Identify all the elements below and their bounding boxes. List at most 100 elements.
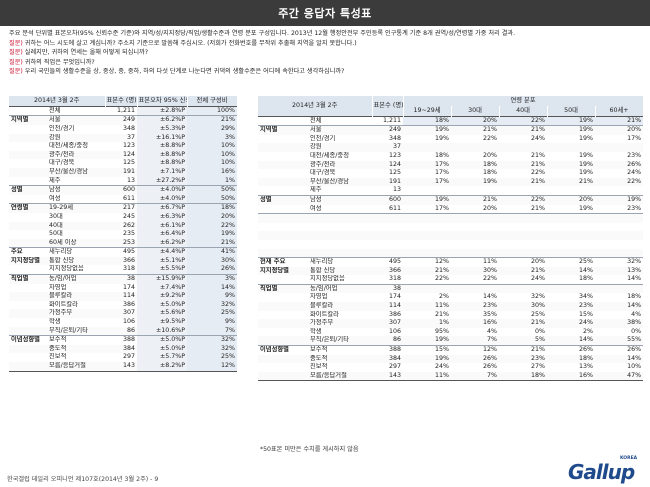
age-share-4: 25%: [547, 257, 596, 267]
category-label: [308, 240, 372, 249]
sample-size: 124: [372, 160, 404, 170]
table-row: 전체 1,211 18% 20% 22% 19% 21%: [258, 115, 644, 126]
table-row: 블루칼라 114 ±9.2%P 9%: [9, 292, 238, 301]
age-share-3: 22%: [499, 115, 548, 126]
group-label: [9, 125, 47, 134]
age-share-5: 21%: [595, 115, 644, 126]
category-label: 중도적: [47, 344, 106, 354]
sample-size: [372, 213, 404, 223]
composition-pct: 50%: [187, 194, 238, 204]
margin-of-error: ±6.3%P: [137, 212, 188, 222]
age-share-1: 19%: [403, 125, 452, 135]
table-row: [258, 213, 644, 223]
sample-size: 307: [372, 319, 404, 328]
table-row: 현재 주요 새누리당 495 12% 11% 20% 25% 32%: [258, 257, 644, 267]
group-label: 성별: [9, 185, 47, 195]
age-share-4: 19%: [547, 125, 596, 135]
age-share-2: 20%: [483, 204, 498, 212]
sample-size: 37: [372, 143, 404, 152]
age-share-5: [595, 283, 644, 294]
margin-of-error: ±5.5%P: [137, 265, 188, 275]
age-share-2: [451, 248, 500, 258]
title-bar: 주간 응답자 특성표: [0, 0, 650, 26]
age-share-1: 19%: [435, 134, 450, 142]
table-row: 이념성향별 보수적 388 ±5.0%P 32%: [9, 335, 238, 345]
table-row: 강원 37 ±16.1%P 3%: [9, 133, 238, 143]
group-label: 성별: [258, 194, 308, 205]
age-share-4: 20%: [547, 194, 596, 205]
left-header-moe: 표본오차 95% 신뢰수준: [137, 96, 188, 107]
composition-pct: 26%: [187, 265, 238, 275]
age-share-5: 32%: [595, 257, 644, 267]
composition-pct: 19%: [187, 230, 238, 239]
note-text: 귀하의 직업은 무엇입니까?: [22, 58, 95, 66]
category-label: 자영업: [49, 283, 67, 291]
age-share-3: 21%: [499, 266, 548, 276]
group-label: [9, 133, 47, 143]
age-share-5: 4%: [631, 310, 642, 318]
margin-of-error: ±10.6%P: [137, 326, 188, 336]
group-label: [9, 309, 47, 319]
table-row: 무직/은퇴/기타 86 ±10.6%P 7%: [9, 326, 238, 336]
margin-of-error: ±5.0%P: [137, 300, 188, 310]
sample-size: 297: [388, 363, 402, 371]
group-label: [9, 292, 47, 301]
age-share-1: 15%: [403, 345, 452, 355]
group-label: [9, 167, 47, 177]
group-label: [9, 221, 47, 231]
sample-size: 123: [388, 151, 402, 159]
group-label: 현재 주요: [258, 257, 308, 267]
group-label: [258, 319, 308, 328]
category-label: 대전/세종/충청: [49, 142, 89, 150]
group-label: [9, 301, 47, 310]
margin-of-error: ±27.2%P: [137, 176, 188, 186]
age-share-4: 2%: [583, 327, 594, 335]
table-row: 가정주부 307 ±5.6%P 25%: [9, 309, 238, 319]
table-row: 직업별 농/임/어업 38: [258, 283, 644, 294]
table-row: [258, 248, 644, 258]
age-share-2: 19%: [451, 177, 500, 187]
table-row: 광주/전라 124 17% 18% 21% 19% 26%: [258, 160, 644, 170]
composition-pct: 3%: [187, 274, 238, 284]
category-label: 자영업: [310, 293, 328, 301]
age-share-4: 18%: [579, 275, 594, 283]
group-label: [258, 152, 308, 161]
group-label: [9, 362, 47, 372]
age-share-2: 16%: [451, 319, 500, 328]
sample-size: [372, 231, 404, 240]
age-share-4: [547, 231, 596, 240]
right-header-age-3: 40대: [499, 105, 548, 117]
group-label: [258, 135, 308, 144]
age-share-1: 18%: [435, 151, 450, 159]
age-distribution-table: 2014년 3월 2주 표본수 (명) 연령 분포 19~29세 30대 40대…: [258, 96, 644, 382]
sample-size: 38: [105, 274, 138, 284]
group-label: [258, 354, 308, 364]
category-label: 농/임/어업: [308, 283, 373, 294]
category-label: [308, 223, 372, 232]
margin-of-error: ±6.4%P: [137, 230, 188, 239]
age-share-1: 18%: [403, 115, 452, 126]
table-row: 학생 106 ±9.5%P 9%: [9, 318, 238, 327]
category-label: 학생: [49, 318, 61, 326]
table-row: 인천/경기 348 19% 22% 24% 19% 17%: [258, 135, 643, 144]
page-footer: 한국갤럽 데일리 오피니언 제107호(2014년 3월 2주) - 9: [7, 476, 159, 483]
table-row: 전체 1,211 ±2.8%P 100%: [9, 105, 238, 116]
age-share-3: 21%: [499, 160, 548, 170]
question-label: 질문): [9, 58, 23, 66]
group-label: [258, 169, 308, 178]
category-label: 서울: [47, 115, 106, 125]
category-label: 학생: [310, 327, 322, 335]
age-share-1: [403, 231, 452, 240]
age-share-3: [499, 143, 548, 152]
group-label: [258, 177, 308, 187]
category-label: 19-29세: [47, 203, 106, 213]
sample-size: 384: [372, 354, 404, 364]
category-label: 여성: [310, 204, 322, 212]
age-share-4: 19%: [547, 160, 596, 170]
category-label: 진보적: [49, 353, 67, 361]
age-share-3: [499, 248, 548, 258]
table-row: 지지정당없음 318 22% 22% 24% 18% 14%: [258, 275, 643, 284]
age-share-5: 47%: [595, 371, 644, 382]
group-label: [258, 186, 308, 195]
age-share-3: 20%: [499, 257, 548, 267]
